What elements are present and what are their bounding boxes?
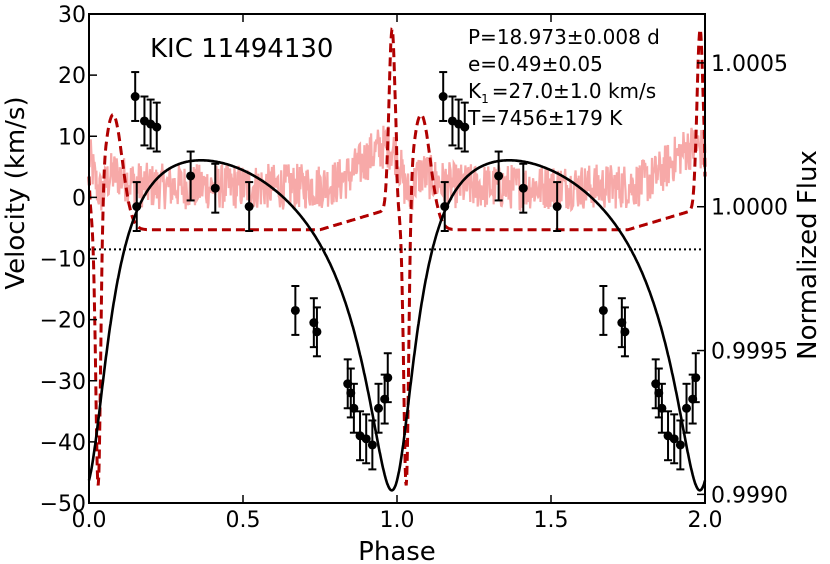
rv-data-point bbox=[518, 183, 528, 193]
y-tick-label: −30 bbox=[40, 370, 86, 395]
rv-data-point bbox=[598, 305, 608, 315]
annotation-semi-amplitude: K1 =27.0±1.0 km/s bbox=[468, 79, 656, 106]
rv-data-point bbox=[132, 202, 142, 212]
rv-data-point bbox=[669, 434, 679, 444]
rv-data-point bbox=[620, 327, 630, 337]
rv-data-point bbox=[675, 440, 685, 450]
rv-data-point bbox=[367, 440, 377, 450]
y-tick-label: −20 bbox=[40, 309, 86, 334]
rv-data-point bbox=[552, 202, 562, 212]
rv-data-point bbox=[361, 434, 371, 444]
chart-title: KIC 11494130 bbox=[150, 34, 333, 64]
y-tick-label: 10 bbox=[58, 125, 86, 150]
rv-data-point bbox=[691, 373, 701, 383]
y-tick-label: 0 bbox=[72, 186, 86, 211]
points-layer bbox=[130, 71, 701, 471]
rv-data-point bbox=[130, 92, 140, 102]
x-tick-label: 0.5 bbox=[226, 508, 261, 533]
x-tick-label: 2.0 bbox=[688, 508, 723, 533]
y2-tick-label: 0.9995 bbox=[711, 340, 788, 365]
annotation-eccentricity: e=0.49±0.05 bbox=[468, 52, 603, 76]
annotation-temperature: T=7456±179 K bbox=[467, 106, 623, 130]
y-tick-label: −10 bbox=[40, 248, 86, 273]
rv-data-point bbox=[374, 403, 384, 413]
rv-data-point bbox=[244, 202, 254, 212]
rv-data-point bbox=[152, 122, 162, 132]
y-axis-title: Velocity (km/s) bbox=[1, 96, 31, 289]
rv-data-point bbox=[383, 373, 393, 383]
rv-data-point bbox=[210, 183, 220, 193]
y-tick-label: 30 bbox=[58, 3, 86, 28]
rv-data-point bbox=[682, 403, 692, 413]
rv-data-point bbox=[438, 92, 448, 102]
y2-axis-title: Normalized Flux bbox=[793, 150, 823, 360]
rv-data-point bbox=[290, 305, 300, 315]
rv-data-point bbox=[312, 327, 322, 337]
rv-data-point bbox=[440, 202, 450, 212]
x-tick-label: 0.0 bbox=[72, 508, 107, 533]
y2-tick-label: 0.9990 bbox=[711, 483, 788, 508]
y-tick-label: −50 bbox=[40, 492, 86, 517]
rv-data-point bbox=[494, 171, 504, 181]
y-tick-label: −40 bbox=[40, 431, 86, 456]
y2-tick-label: 1.0000 bbox=[711, 196, 788, 221]
y-tick-label: 20 bbox=[58, 64, 86, 89]
x-axis-title: Phase bbox=[358, 537, 436, 564]
annotation-period: P=18.973±0.008 d bbox=[468, 25, 660, 49]
rv-data-point bbox=[460, 122, 470, 132]
model-layer bbox=[87, 27, 707, 492]
x-tick-label: 1.0 bbox=[380, 508, 415, 533]
y2-tick-label: 1.0005 bbox=[711, 52, 788, 77]
ticks-layer: 0.0 0.5 1.0 1.5 2.0 −50 −40 −30 −20 −10 0 10 20 30 0.9… bbox=[40, 3, 788, 533]
x-tick-label: 1.5 bbox=[534, 508, 569, 533]
rv-orbit-model-line bbox=[87, 159, 707, 492]
heartbeat-model-line bbox=[87, 27, 707, 486]
rv-data-point bbox=[186, 171, 196, 181]
